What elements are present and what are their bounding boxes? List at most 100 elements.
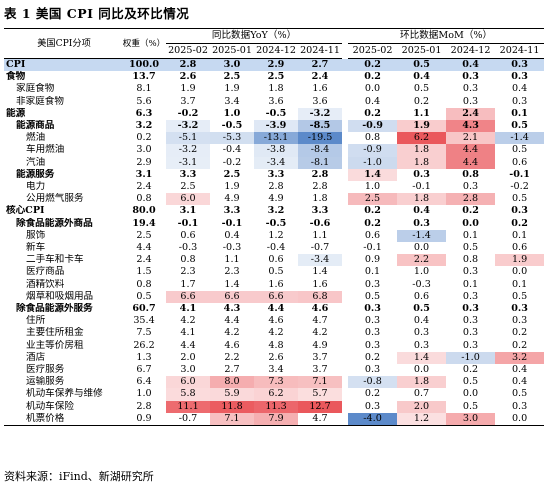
mom-cell: 0.5 — [462, 376, 479, 388]
mom-cell: 0.0 — [413, 364, 430, 376]
yoy-cell: 4.4 — [267, 303, 285, 315]
table-row: 新车 4.4 -0.3 -0.3 -0.4 -0.7 -0.1 0.0 0.5 0.6 — [4, 242, 544, 254]
yoy-cell: 4.2 — [224, 327, 240, 339]
mom-cell: 0.3 — [364, 278, 381, 290]
mom-cell: 0.2 — [364, 107, 381, 119]
weight-cell: 0.5 — [136, 290, 152, 302]
mom-cell: 0.3 — [511, 205, 528, 217]
header-yoy-month: 2025-02 — [166, 43, 210, 59]
yoy-cell: -0.2 — [177, 107, 199, 119]
yoy-cell: 1.7 — [180, 278, 196, 290]
yoy-cell: -0.2 — [222, 156, 242, 168]
yoy-cell: 0.6 — [180, 229, 196, 241]
table-row: 酒店 1.3 2.0 2.2 2.6 3.7 0.2 1.4 -1.0 3.2 — [4, 351, 545, 365]
mom-cell: 0.0 — [413, 242, 430, 254]
yoy-cell: 2.6 — [179, 71, 197, 83]
mom-cell: 0.2 — [413, 95, 430, 107]
row-label: 机动车保险 — [26, 400, 74, 412]
table-row: 医疗服务 6.7 3.0 2.7 3.4 3.7 0.3 0.0 0.2 0.4 — [4, 364, 544, 376]
yoy-cell: -13.1 — [254, 132, 298, 145]
yoy-cell: 4.7 — [298, 412, 343, 427]
header-yoy-group: 同比数据YoY（%） — [166, 28, 343, 44]
weight-cell: 6.3 — [135, 107, 153, 119]
header-item: 美国CPI分项 — [4, 28, 122, 59]
yoy-cell: -0.3 — [222, 242, 242, 254]
yoy-cell: 2.2 — [224, 351, 240, 363]
mom-cell: 0.3 — [364, 364, 381, 376]
yoy-cell: 4.4 — [180, 339, 196, 351]
yoy-cell: 4.9 — [312, 339, 328, 351]
yoy-cell: 2.5 — [223, 71, 241, 83]
yoy-cell: 5.7 — [298, 388, 343, 401]
yoy-cell: -3.2 — [298, 107, 343, 121]
mom-cell: 0.1 — [462, 278, 479, 290]
table-row: 非家庭食物 5.6 3.7 3.4 3.6 3.6 0.4 0.2 0.3 0.3 — [4, 96, 544, 108]
mom-cell: 0.6 — [364, 229, 381, 241]
mom-cell: 0.4 — [413, 71, 430, 83]
table-row: 二手车和卡车 2.4 0.8 1.1 0.6 -3.4 0.9 2.2 0.8 1.9 — [4, 254, 545, 267]
weight-cell: 2.9 — [136, 156, 152, 168]
yoy-cell: 2.4 — [311, 71, 329, 83]
mom-cell: 0.0 — [364, 83, 381, 95]
mom-cell: 0.1 — [462, 229, 479, 241]
mom-cell: 4.3 — [446, 120, 496, 133]
mom-cell: 2.2 — [397, 254, 447, 267]
mom-cell: 0.4 — [446, 58, 496, 72]
yoy-cell: -3.9 — [254, 120, 298, 133]
table-row: 业主等价房租 26.2 4.4 4.6 4.8 4.9 0.3 0.3 0.3 0.2 — [4, 340, 544, 352]
weight-cell: 26.2 — [133, 339, 155, 351]
yoy-cell: -0.4 — [266, 242, 286, 254]
weight-cell: 8.1 — [136, 83, 152, 95]
weight-cell: 1.3 — [136, 351, 152, 363]
mom-cell: 0.0 — [462, 388, 479, 400]
table-row: 能源服务 3.1 3.3 2.5 3.3 2.8 1.4 0.3 0.8 -0.1 — [4, 168, 544, 182]
mom-cell: 0.5 — [462, 242, 479, 254]
row-label: 二手车和卡车 — [26, 254, 84, 266]
yoy-cell: 4.9 — [224, 193, 240, 205]
mom-cell: -0.9 — [348, 120, 398, 133]
mom-cell: 0.3 — [364, 303, 381, 315]
yoy-cell: 0.6 — [268, 254, 284, 266]
header-weight: 权重（%） — [122, 28, 166, 59]
weight-cell: 0.9 — [122, 412, 166, 427]
table-row: 能源 6.3 -0.2 1.0 -0.5 -3.2 0.2 1.1 2.4 0.1 — [4, 107, 544, 121]
yoy-cell: 4.1 — [180, 327, 196, 339]
mom-cell: 0.2 — [364, 71, 381, 83]
mom-cell: -0.3 — [412, 278, 431, 290]
mom-cell: 0.5 — [511, 193, 528, 205]
yoy-cell: 2.9 — [254, 58, 298, 72]
mom-cell: 0.8 — [462, 254, 479, 266]
cpi-row: CPI 100.0 2.8 3.0 2.9 2.7 0.2 0.5 0.4 0.3 — [4, 58, 545, 72]
weight-cell: 5.6 — [136, 95, 152, 107]
mom-cell: 0.5 — [511, 144, 528, 156]
yoy-cell: 2.7 — [224, 364, 240, 376]
mom-cell: 0.2 — [462, 364, 479, 376]
yoy-cell: 1.4 — [312, 266, 328, 278]
row-label: 医疗商品 — [26, 266, 65, 278]
mom-cell: 0.9 — [364, 254, 381, 266]
weight-cell: 6.4 — [136, 376, 152, 388]
yoy-cell: 4.4 — [224, 315, 240, 327]
mom-cell: -0.1 — [509, 168, 530, 180]
table-row: 除食品能源外商品 19.4 -0.1 -0.1 -0.5 -0.6 0.2 0.3 0.0 0.2 — [4, 218, 544, 230]
yoy-cell: 3.4 — [224, 95, 240, 107]
table-row: 机动车保养与维修 1.0 5.8 5.9 6.2 5.7 0.2 0.7 0.0 0.5 — [4, 388, 544, 401]
header-yoy-month: 2024-12 — [254, 43, 298, 59]
mom-cell: 0.2 — [348, 58, 398, 72]
mom-cell: 0.6 — [511, 156, 528, 168]
mom-cell: 0.2 — [364, 351, 381, 363]
row-label: 机票价格 — [4, 412, 122, 427]
mom-cell: 0.3 — [462, 83, 479, 95]
mom-cell: 0.3 — [511, 71, 528, 83]
yoy-cell: 11.3 — [254, 400, 298, 413]
mom-cell: 0.2 — [511, 217, 528, 229]
mom-cell: 0.3 — [462, 71, 479, 83]
mom-cell: 0.3 — [462, 181, 479, 193]
yoy-cell: -3.2 — [166, 144, 210, 157]
weight-cell: 35.4 — [133, 315, 155, 327]
yoy-cell: 4.1 — [179, 303, 197, 315]
mom-cell: -1.4 — [495, 132, 545, 145]
yoy-cell: 4.8 — [268, 339, 284, 351]
row-label: 除食品能源外服务 — [16, 303, 93, 315]
row-label: 医疗服务 — [26, 364, 65, 376]
